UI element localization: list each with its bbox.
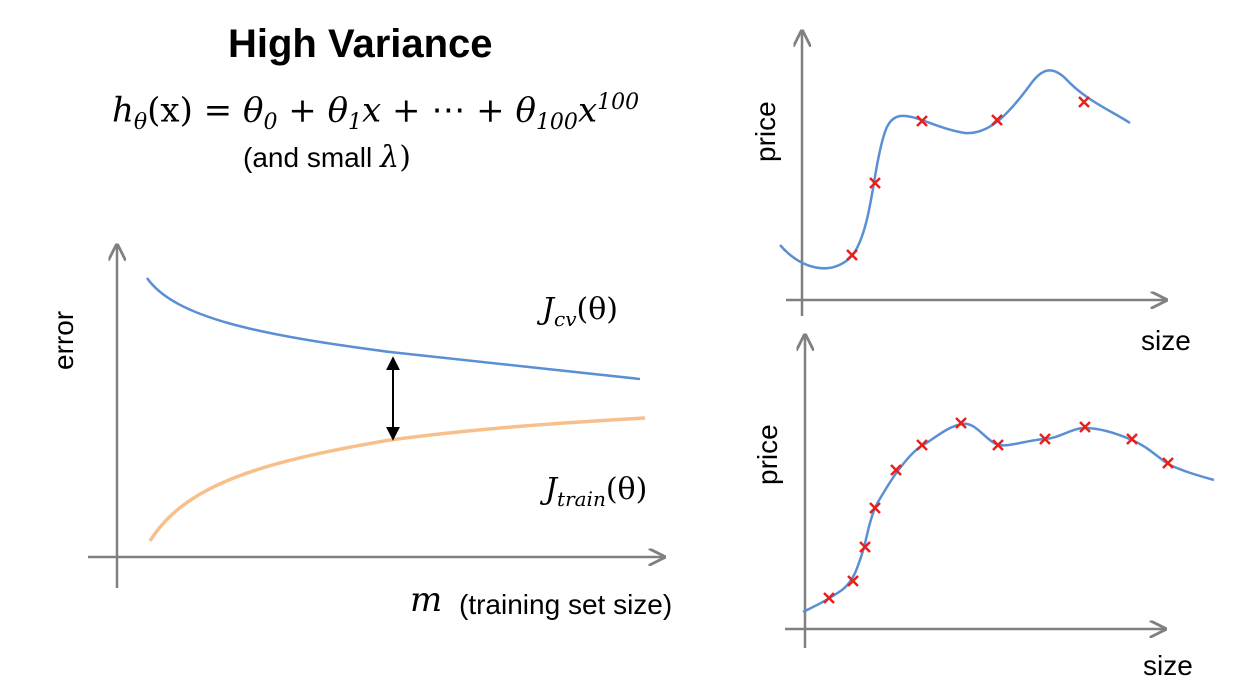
data-point <box>1079 421 1091 433</box>
data-point <box>955 417 967 429</box>
data-point <box>859 541 871 553</box>
data-point <box>823 592 835 604</box>
data-point <box>1126 433 1138 445</box>
cv-label: Jcv(θ) <box>542 292 619 331</box>
lc-y-label: error <box>48 310 79 370</box>
data-point <box>1039 433 1051 445</box>
data-point <box>1078 96 1090 108</box>
data-point <box>916 439 928 451</box>
bottom-plot-y-label: price <box>752 424 783 485</box>
data-point <box>847 575 859 587</box>
data-point <box>869 177 881 189</box>
bottom-plot-data-points <box>823 417 1174 604</box>
data-point <box>890 464 902 476</box>
top-plot-x-label: size <box>1141 325 1191 356</box>
data-point <box>1162 457 1174 469</box>
top-plot-fit-curve <box>779 69 1131 270</box>
hypothesis-formula: hθ(x) = θ0 + θ1x + ⋯ + θ100x100 <box>112 90 640 136</box>
train-label: Jtrain(θ) <box>545 472 648 511</box>
data-point <box>992 439 1004 451</box>
top-plot-y-label: price <box>750 101 781 162</box>
regularization-note: (and small λ) <box>243 140 411 175</box>
data-point <box>991 114 1003 126</box>
lc-x-symbol: m <box>410 580 443 620</box>
bottom-plot-fit-curve <box>802 422 1215 614</box>
bottom-plot-x-label: size <box>1143 650 1193 681</box>
data-point <box>916 115 928 127</box>
lc-x-label: (training set size) <box>459 589 673 620</box>
top-plot-data-points <box>846 96 1090 261</box>
page-title: High Variance <box>228 22 493 66</box>
cv-error-curve <box>145 277 641 381</box>
data-point <box>869 502 881 514</box>
data-point <box>846 249 858 261</box>
